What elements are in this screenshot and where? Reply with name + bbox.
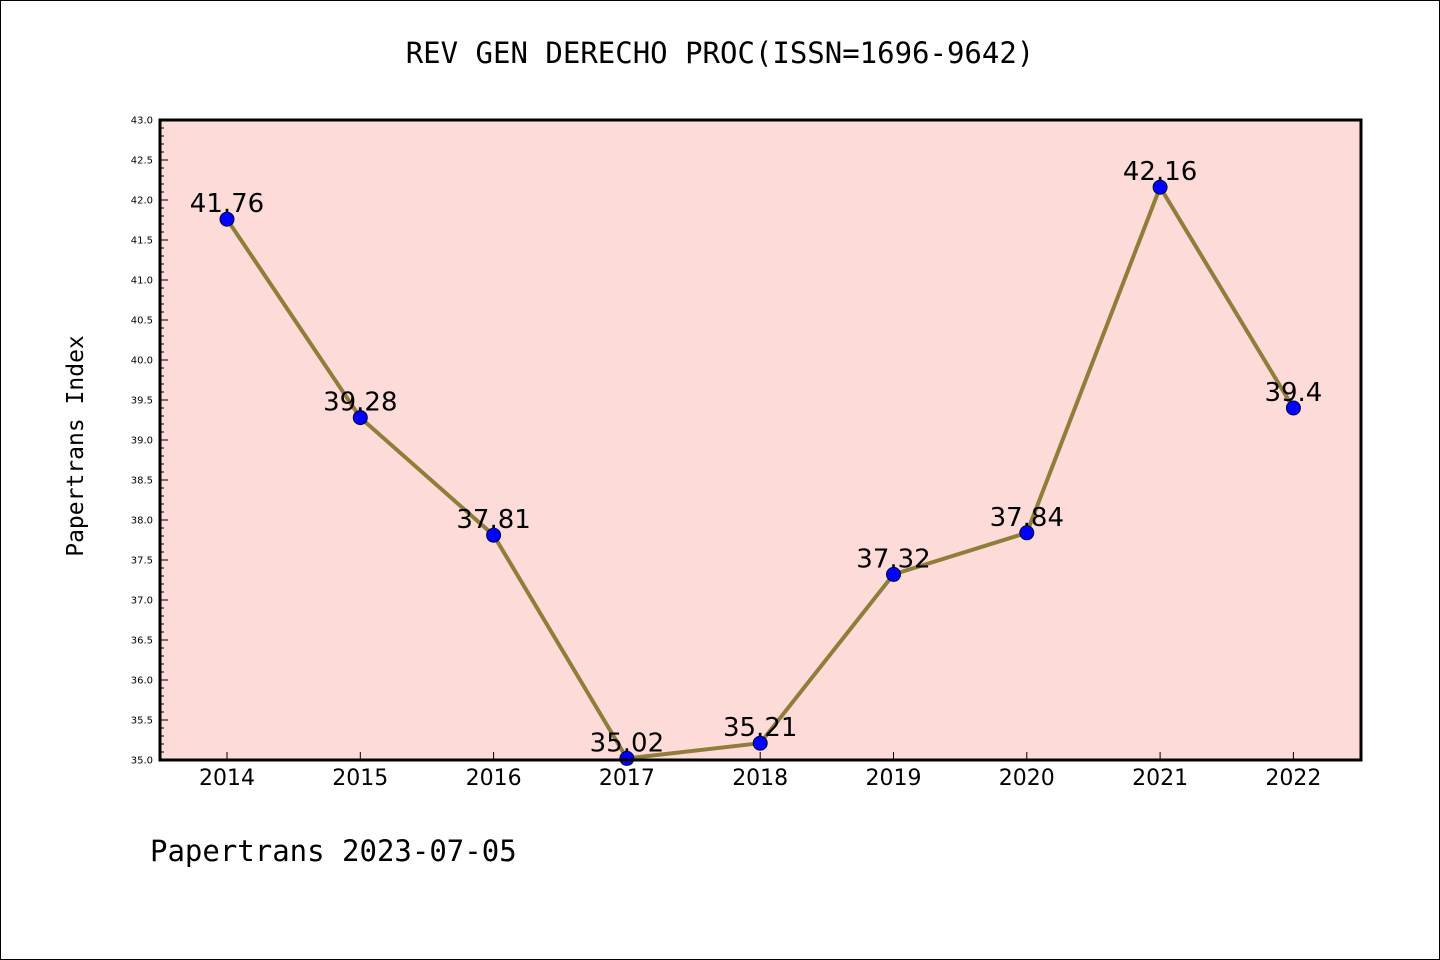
x-axis-ticks: 2014 2015 2016 2017 2018 2019 2020 2021 2022 (199, 752, 1321, 791)
chart-title: REV GEN DERECHO PROC(ISSN=1696-9642) (405, 36, 1035, 70)
y-tick-label: 42.5 (131, 156, 153, 167)
x-tick-label: 2015 (332, 766, 388, 791)
footer-date: Papertrans 2023-07-05 (150, 834, 517, 868)
data-label: 37.81 (456, 505, 530, 535)
x-tick-label: 2019 (866, 766, 922, 791)
data-point (219, 211, 235, 227)
x-tick-label: 2018 (732, 766, 788, 791)
y-tick-label: 43.0 (131, 116, 153, 127)
y-tick-label: 37.0 (131, 596, 153, 607)
y-tick-label: 39.0 (131, 436, 153, 447)
data-label: 35.02 (590, 728, 664, 758)
y-tick-label: 39.5 (131, 396, 153, 407)
data-point (886, 566, 901, 582)
y-tick-label: 38.5 (131, 476, 153, 487)
data-label: 39.28 (323, 388, 397, 418)
x-tick-label: 2022 (1265, 766, 1321, 791)
data-label: 37.32 (856, 544, 930, 574)
y-tick-label: 41.5 (131, 236, 153, 247)
data-point (1285, 400, 1301, 416)
x-tick-label: 2017 (599, 766, 655, 791)
y-tick-label: 36.0 (131, 676, 153, 687)
y-tick-label: 35.0 (131, 756, 153, 767)
data-label: 39.4 (1264, 378, 1322, 408)
y-tick-label: 35.5 (131, 716, 153, 727)
data-point (752, 735, 768, 751)
x-tick-label: 2016 (466, 766, 522, 791)
data-point (486, 527, 502, 543)
data-label: 41.76 (190, 189, 264, 219)
data-point (1019, 525, 1035, 541)
y-tick-label: 40.0 (131, 356, 153, 367)
y-tick-label: 37.5 (131, 556, 153, 567)
data-point (619, 750, 635, 766)
data-point (1152, 179, 1168, 195)
data-point (352, 410, 368, 426)
data-label: 42.16 (1123, 157, 1197, 187)
x-tick-label: 2021 (1132, 766, 1188, 791)
data-label: 37.84 (990, 503, 1064, 533)
y-tick-label: 40.5 (131, 316, 153, 327)
x-tick-label: 2020 (999, 766, 1055, 791)
data-label: 35.21 (723, 713, 797, 743)
data-markers (219, 179, 1301, 766)
y-tick-label: 38.0 (131, 516, 153, 527)
plot-background (160, 120, 1361, 760)
data-labels: 41.76 39.28 37.81 35.02 35.21 37.32 37.84 42.16… (190, 157, 1323, 758)
y-tick-label: 41.0 (131, 276, 153, 287)
y-tick-label: 36.5 (131, 636, 153, 647)
y-axis-ticks: 35.0 35.5 36.0 36.5 37.0 37.5 38.0 38.5 39.0 39.5… (131, 116, 168, 767)
y-tick-label: 42.0 (131, 196, 153, 207)
x-tick-label: 2014 (199, 766, 255, 791)
plot-border (158, 118, 1363, 762)
